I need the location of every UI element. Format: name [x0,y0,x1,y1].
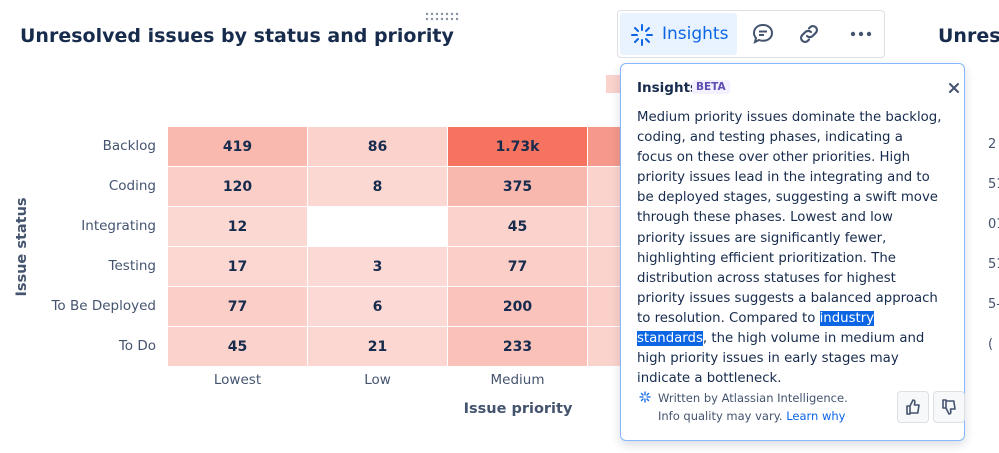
heatmap-cell: 419 [168,127,307,166]
heatmap-cell [308,207,447,246]
legend-swatch [606,75,620,93]
heatmap-cell: 86 [308,127,447,166]
column-label: Low [364,372,391,388]
insights-popup: Insights BETA Medium priority issues dom… [620,63,965,441]
sparkle-icon [631,24,653,46]
heatmap-cell: 45 [448,207,587,246]
heatmap-cell: 6 [308,287,447,326]
chart-title: Unresolved issues by status and priority [20,25,454,47]
heatmap-cell: 77 [168,287,307,326]
heatmap-cell: 200 [448,287,587,326]
text: Medium priority issues dominate the back… [637,110,942,326]
x-axis-label: Issue priority [463,401,573,417]
y-axis-label: Issue status [14,197,30,297]
clipped-label: ( [988,337,994,352]
row-label: Backlog [102,138,156,154]
thumbs-down-icon [942,399,956,415]
clipped-label: 5- [988,297,999,312]
heatmap-cell: 8 [308,167,447,206]
heatmap-cell: 17 [168,247,307,286]
more-icon[interactable] [849,22,873,46]
insights-button[interactable]: Insights [620,13,737,55]
heatmap-cell: 120 [168,167,307,206]
heatmap-cell: 3 [308,247,447,286]
text: , the high volume in medium and high pri… [637,331,925,387]
insight-text: Medium priority issues dominate the back… [637,108,942,389]
heatmap-cell: 21 [308,327,447,366]
row-label: Testing [108,258,156,274]
thumbs-up-icon [906,399,920,415]
learn-why-link[interactable]: Learn why [786,409,846,423]
footer-text: Written by Atlassian Intelligence. [658,391,848,405]
next-chart-title: Unreso [938,25,999,47]
heatmap-cell: 233 [448,327,587,366]
beta-badge: BETA [692,80,730,94]
toolbar: Insights [617,10,885,58]
drag-handle[interactable] [424,11,462,23]
footer-text: Info quality may vary. [658,409,783,423]
row-label: Coding [108,178,156,194]
ai-icon [639,391,651,403]
column-label: Medium [490,372,545,388]
heatmap-cell: 77 [448,247,587,286]
heatmap-cell: 12 [168,207,307,246]
thumbs-down-button[interactable] [933,391,965,423]
clipped-label: 2 [988,137,997,152]
clipped-label: 01- [988,217,999,232]
row-label: Integrating [81,218,156,234]
clipped-label: 51- [988,257,999,272]
popup-title: Insights [637,80,699,96]
comment-icon[interactable] [751,22,775,46]
close-button[interactable] [947,81,961,95]
row-label: To Do [118,338,156,354]
thumbs-up-button[interactable] [897,391,929,423]
insights-label: Insights [662,24,729,44]
heatmap-cell: 1.73k [448,127,587,166]
footer-text: Info quality may vary. Learn why [658,409,845,423]
link-icon[interactable] [797,22,821,46]
heatmap-cell: 375 [448,167,587,206]
heatmap-cell: 45 [168,327,307,366]
clipped-label: 51- [988,177,999,192]
row-label: To Be Deployed [51,298,156,314]
column-label: Lowest [213,372,262,388]
